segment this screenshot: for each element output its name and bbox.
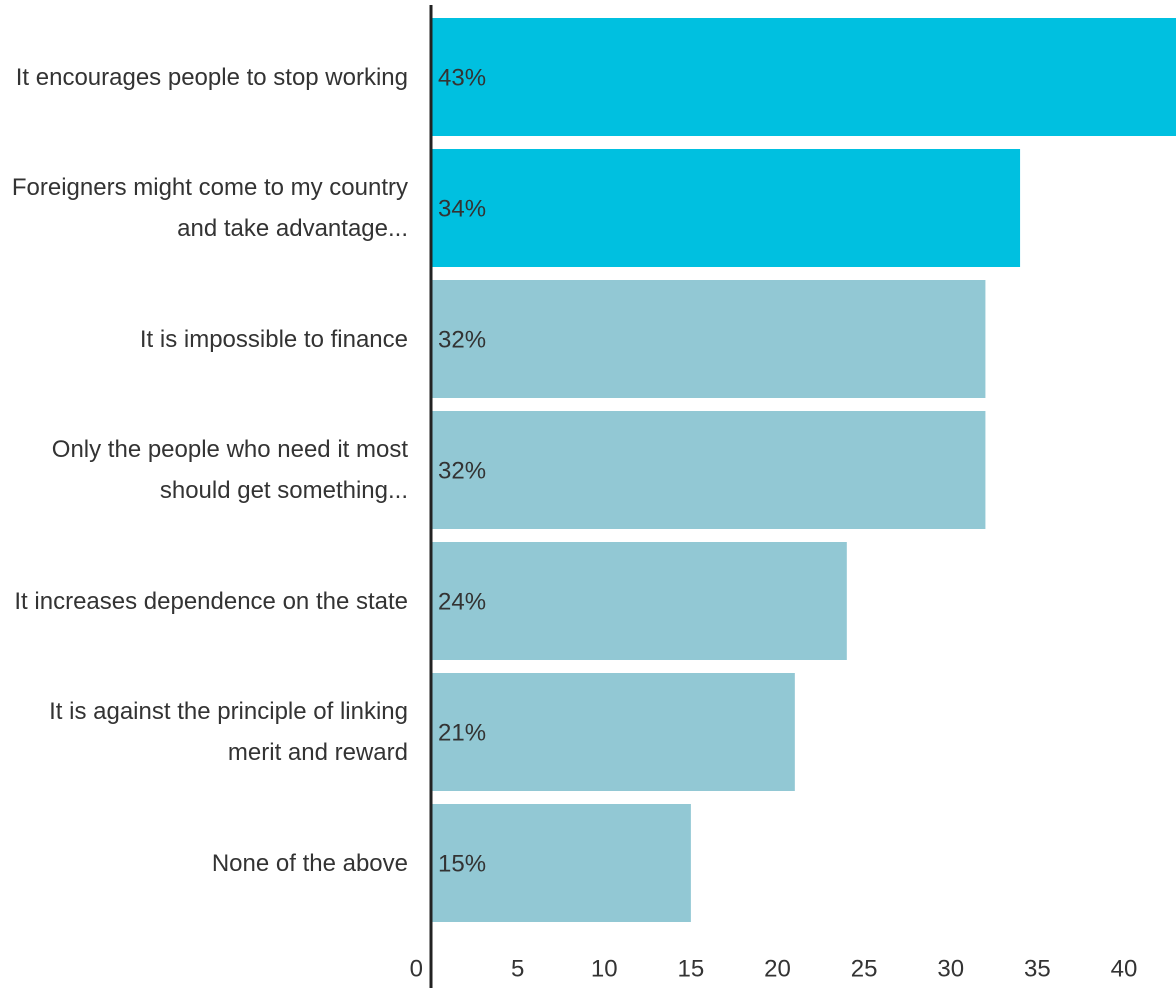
category-label: It is impossible to finance [139,325,408,353]
x-tick-label: 10 [591,955,618,982]
category-label: It increases dependence on the state [14,587,408,615]
bar [431,18,1176,136]
x-tick-label: 0 [410,955,423,982]
x-tick-label: 40 [1111,955,1138,982]
value-label: 32% [438,457,486,484]
bar [431,411,986,529]
value-label: 21% [438,719,486,746]
category-label: Foreigners might come to my country and … [11,174,408,242]
x-tick-label: 35 [1024,955,1051,982]
value-label: 34% [438,195,486,222]
value-label: 15% [438,850,486,877]
value-label: 32% [438,326,486,353]
x-tick-label: 30 [937,955,964,982]
category-label: It is against the principle of linking m… [49,698,408,766]
x-tick-label: 5 [511,955,524,982]
x-tick-label: 15 [678,955,705,982]
bar [431,280,986,398]
category-label: Only the people who need it most should … [51,436,408,504]
bar [431,149,1021,267]
bar [431,673,795,791]
bar [431,542,847,660]
value-label: 43% [438,64,486,91]
category-label: It encourages people to stop working [15,63,408,91]
x-tick-label: 20 [764,955,791,982]
x-tick-label: 25 [851,955,878,982]
bar [431,804,691,922]
value-label: 24% [438,588,486,615]
category-label: None of the above [211,849,408,877]
